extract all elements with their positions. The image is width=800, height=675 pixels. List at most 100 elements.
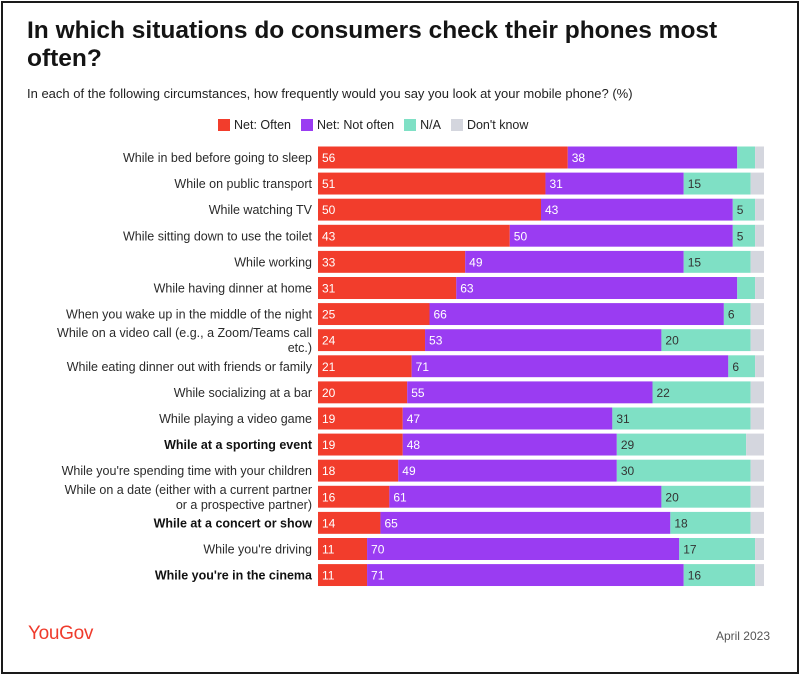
bar-segment [411,355,729,378]
bar-segment [750,407,764,430]
bar-segment [732,198,756,221]
data-label: 43 [545,203,559,217]
bar-segment [318,329,426,352]
bar-segment [380,511,671,534]
bar-segment [755,277,764,299]
data-label: 49 [469,255,483,269]
legend-swatch [218,119,230,131]
bar-segment [398,459,617,482]
bar-segment [612,407,751,430]
legend-swatch [450,119,463,131]
category-label: While at a sporting event [164,438,313,452]
row-separator [318,455,764,460]
bar-segment [755,538,764,560]
data-label: 15 [688,255,702,269]
bar-segment [750,329,764,352]
data-label: 18 [674,516,688,530]
bar-segment [755,198,764,221]
category-label: While sitting down to use the toilet [123,229,313,243]
bar-segment [750,511,764,534]
bar-segment [661,485,751,508]
data-label: 19 [322,438,336,452]
bar-segment [728,355,756,378]
bar-segment [318,277,457,299]
data-label: 53 [429,334,443,348]
data-label: 31 [616,412,630,426]
bar-segment [723,303,751,326]
data-label: 31 [322,282,336,296]
bar-segment [652,381,751,404]
bar-segment [541,198,733,221]
bar-segment [737,146,756,169]
data-label: 66 [434,308,448,322]
bar-segment [750,172,764,195]
legend-swatch [404,119,417,131]
bar-segment [545,172,684,195]
bar-segment [402,407,613,430]
row-separator [318,481,764,486]
data-label: 47 [407,412,421,426]
category-label: While having dinner at home [154,282,312,296]
data-label: 16 [688,569,702,583]
bar-segment [318,381,408,404]
bar-segment [755,146,764,169]
category-label: While you're driving [203,543,312,557]
category-label: While eating dinner out with friends or … [67,360,313,374]
bar-segment [318,564,368,587]
row-separator [318,299,764,304]
row-separator [318,194,764,199]
bar-segment [318,511,381,534]
category-label: While playing a video game [159,412,312,426]
bar-segment [318,198,541,221]
data-label: 48 [407,438,421,452]
data-label: 50 [322,203,336,217]
bar-segment [318,407,403,430]
bar-segment [318,459,399,482]
bar-segment [683,250,751,273]
data-label: 55 [411,386,425,400]
data-label: 22 [657,386,671,400]
data-label: 63 [460,282,474,296]
bar-segment [509,224,733,247]
legend: Net: Often Net: Not often N/A Don't know [218,118,538,132]
legend-label: Net: Often [234,118,291,132]
data-label: 15 [688,177,702,191]
data-label: 50 [514,229,528,243]
data-label: 29 [621,438,635,452]
data-label: 43 [322,229,336,243]
row-separator [318,429,764,434]
bar-segment [402,433,617,456]
row-separator [318,351,764,356]
data-label: 31 [549,177,563,191]
row-separator [318,533,764,538]
data-label: 14 [322,516,336,530]
category-label: While working [234,255,312,269]
legend-swatch [300,119,313,131]
data-label: 11 [322,569,335,583]
bar-segment [389,485,662,508]
category-label: While on public transport [174,177,312,191]
bar-segment [750,250,764,273]
legend-item-2: N/A [404,118,441,132]
chart-title: In which situations do consumers check t… [27,17,718,72]
data-label: 6 [728,308,735,322]
bar-segment [746,433,764,456]
bar-segment [318,355,412,378]
bar-segment [616,433,747,456]
bar-segment [755,564,764,587]
category-label: While at a concert or show [154,516,313,530]
data-label: 25 [322,308,336,322]
data-label: 20 [665,334,679,348]
legend-label: Don't know [466,118,529,132]
bar-segment [367,538,680,560]
bar-segment [318,250,466,273]
bar-segment [318,538,368,560]
data-label: 6 [732,360,739,374]
data-label: 16 [322,490,336,504]
data-label: 18 [322,464,336,478]
data-label: 5 [737,203,744,217]
legend-item-1: Net: Not often [300,118,394,132]
bar-segment [318,172,546,195]
bar-segment [616,459,751,482]
